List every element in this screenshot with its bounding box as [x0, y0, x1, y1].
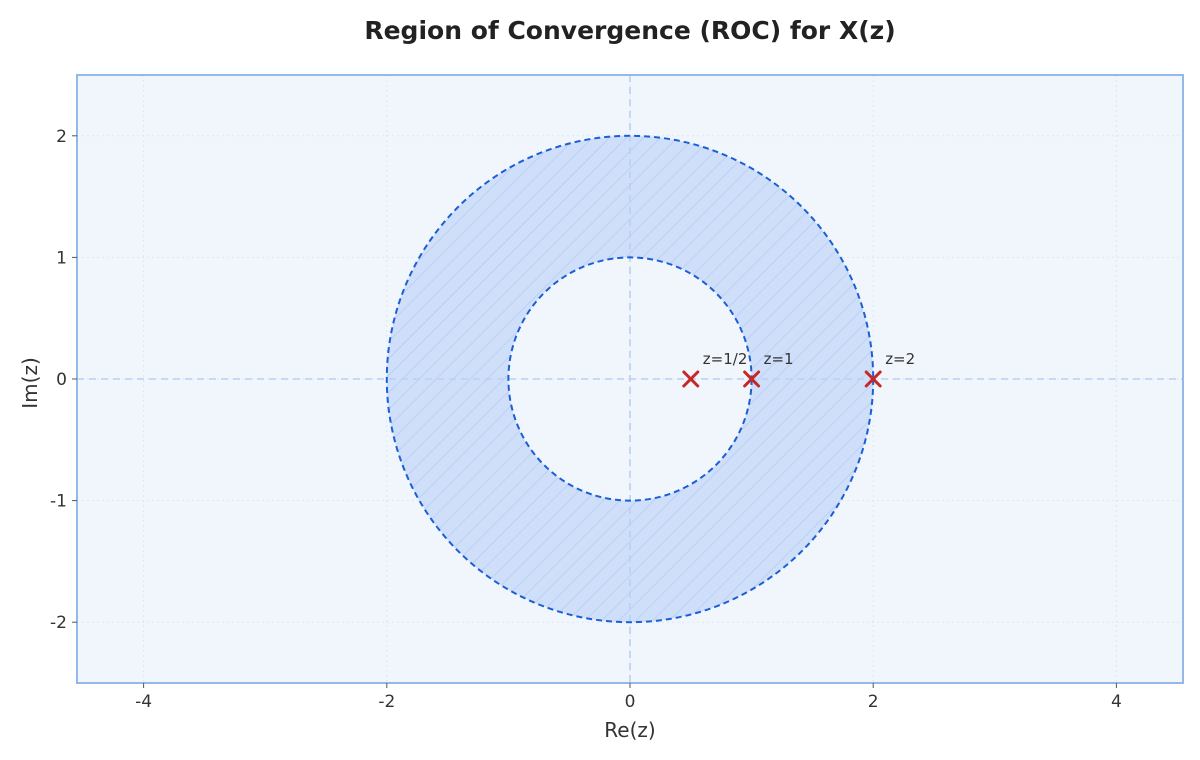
x-tick-label: -2 — [378, 692, 395, 712]
x-ticks: -4 -2 0 2 4 — [135, 683, 1122, 712]
pole-label: z=1/2 — [703, 350, 748, 368]
pole-label: z=2 — [885, 350, 915, 368]
pole-marker — [864, 370, 882, 388]
pole-marker — [743, 370, 761, 388]
x-tick-label: -4 — [135, 692, 152, 712]
x-tick-label: 0 — [625, 692, 636, 712]
x-tick-label: 4 — [1111, 692, 1122, 712]
pole-marker — [682, 370, 700, 388]
x-axis-label: Re(z) — [604, 718, 655, 742]
poles: z=1/2 z=1 z=2 — [682, 350, 915, 388]
pole-label: z=1 — [764, 350, 794, 368]
x-tick-label: 2 — [868, 692, 879, 712]
y-tick-label: -1 — [50, 492, 67, 512]
y-axis-label: Im(z) — [18, 357, 42, 408]
y-tick-label: 1 — [56, 248, 67, 268]
y-tick-label: 0 — [56, 370, 67, 390]
y-ticks: -2 -1 0 1 2 — [50, 127, 77, 633]
y-tick-label: 2 — [56, 127, 67, 147]
chart-title: Region of Convergence (ROC) for X(z) — [364, 16, 895, 45]
y-tick-label: -2 — [50, 613, 67, 633]
